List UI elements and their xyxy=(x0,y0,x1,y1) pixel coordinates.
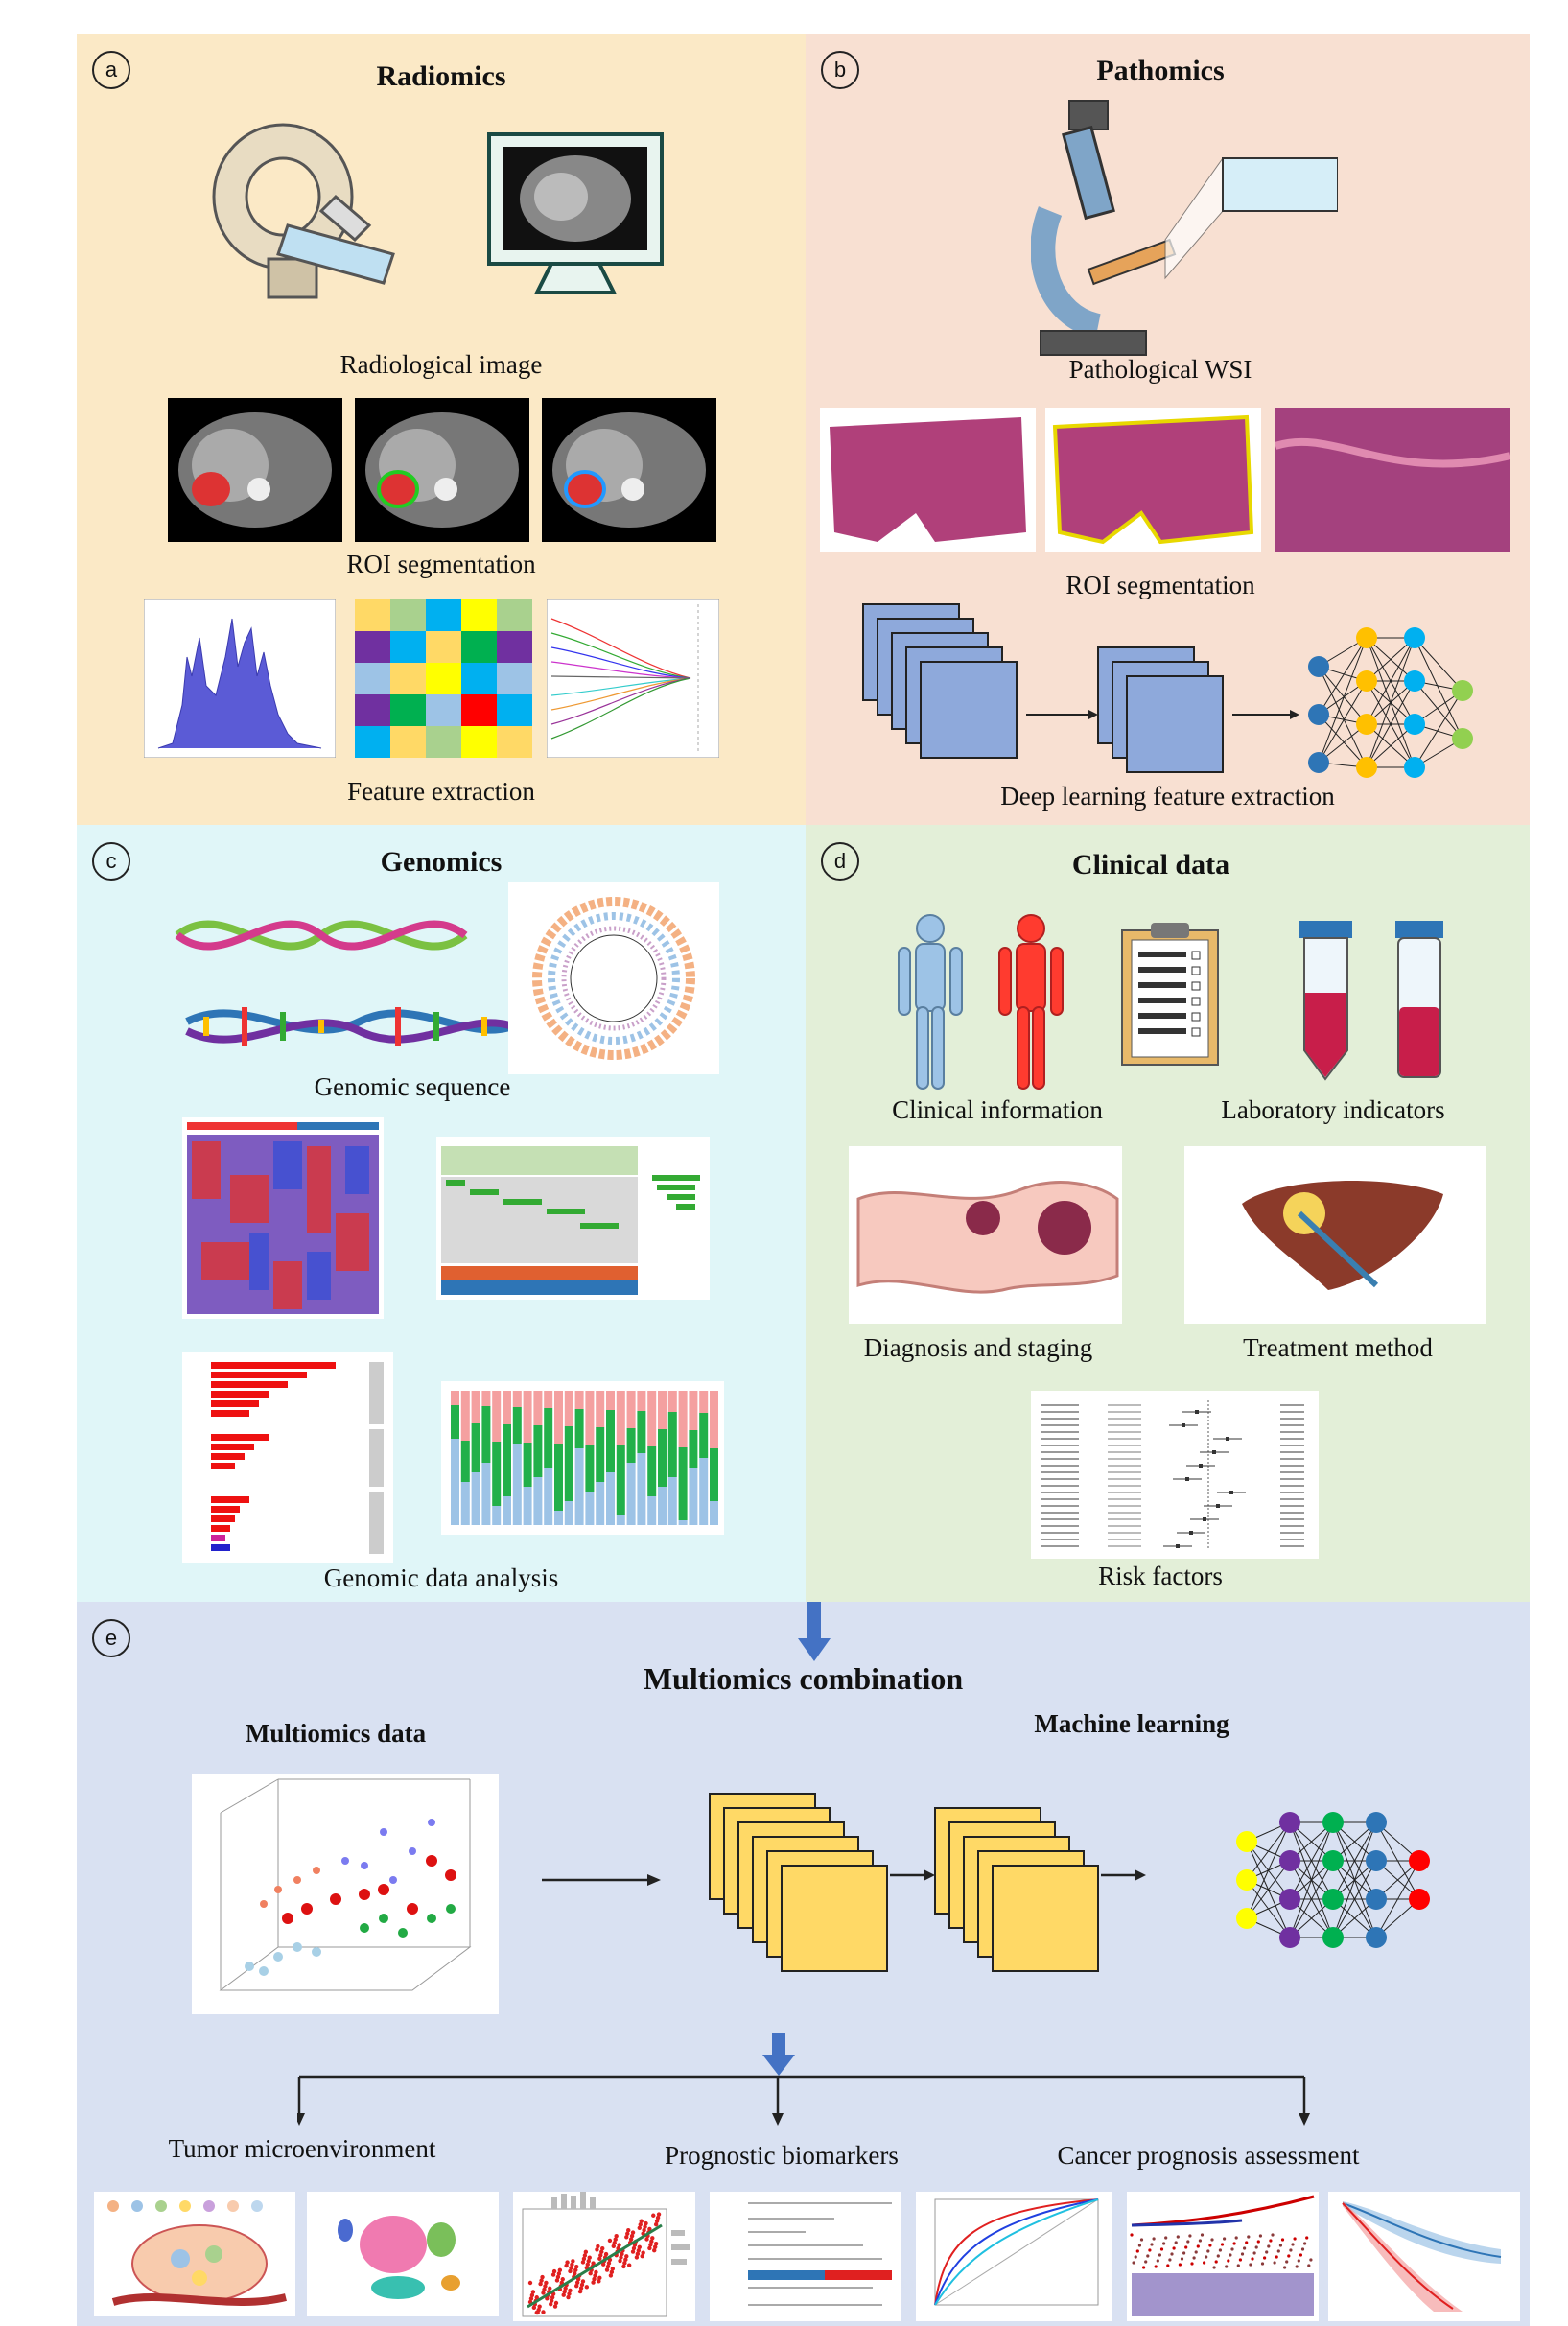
caption-radiological-image: Radiological image xyxy=(339,350,543,379)
caption-risk-factors: Risk factors xyxy=(1098,1562,1223,1590)
outcome-cancer-prognosis: Cancer prognosis assessment xyxy=(1057,2141,1360,2170)
caption-feature-extraction: Feature extraction xyxy=(347,777,535,806)
caption-roi-segmentation-b: ROI segmentation xyxy=(1065,571,1255,599)
caption-deep-learning: Deep learning feature extraction xyxy=(1000,782,1335,811)
clipboard-icon xyxy=(1121,923,1219,1066)
lasso-path-chart xyxy=(547,599,719,758)
panel-letter-e: e xyxy=(92,1619,130,1657)
panel-title-pathomics: Pathomics xyxy=(1096,55,1225,86)
outcome-prognostic-biomarkers: Prognostic biomarkers xyxy=(665,2141,899,2170)
histogram-chart xyxy=(144,599,336,758)
feature-heatmap xyxy=(355,599,532,758)
panel-title-clinical-data: Clinical data xyxy=(1071,849,1230,881)
circos-plot xyxy=(508,882,719,1074)
panel-genomics: c Genomics Genomic sequence xyxy=(77,825,806,1602)
tsne-plot xyxy=(307,2192,499,2316)
subtitle-multiomics-data: Multiomics data xyxy=(245,1719,427,1748)
down-arrow-top-icon xyxy=(798,1602,831,1661)
panel-letter-a: a xyxy=(92,51,130,89)
caption-genomic-sequence: Genomic sequence xyxy=(314,1072,511,1101)
outcome-branch-lines xyxy=(297,2075,1310,2126)
caption-treatment-method: Treatment method xyxy=(1243,1333,1433,1362)
arrow-to-ml-icon xyxy=(542,1874,661,1886)
subtitle-machine-learning: Machine learning xyxy=(1034,1709,1229,1738)
ct-slice-3 xyxy=(542,398,716,542)
caption-laboratory-indicators: Laboratory indicators xyxy=(1221,1095,1445,1124)
caption-diagnosis-staging: Diagnosis and staging xyxy=(863,1333,1093,1362)
ml-architecture-diagram xyxy=(709,1793,1430,1972)
panel-multiomics: e Multiomics combination Multiomics data… xyxy=(77,1602,1530,2326)
forest-plot-table xyxy=(1031,1391,1319,1559)
test-tubes-icon xyxy=(1299,921,1443,1081)
roc-curve-chart xyxy=(916,2192,1112,2321)
caption-pathological-wsi: Pathological WSI xyxy=(1068,355,1252,384)
stacked-bar-chart xyxy=(441,1381,724,1535)
human-body-icon xyxy=(898,914,1064,1090)
dna-helix-icon xyxy=(175,920,526,1046)
correlation-scatter xyxy=(513,2192,695,2321)
bar-enrichment-chart xyxy=(182,1352,393,1563)
caption-genomic-data-analysis: Genomic data analysis xyxy=(323,1563,559,1592)
panel-title-radiomics: Radiomics xyxy=(376,60,506,92)
microscope-icon xyxy=(1031,100,1338,356)
colon-illustration xyxy=(849,1146,1122,1324)
panel-letter-d: d xyxy=(821,842,859,881)
down-arrow-mid-icon xyxy=(762,2033,795,2076)
panel-pathomics: b Pathomics Pathological WSI ROI segment… xyxy=(806,34,1530,825)
wsi-zoom xyxy=(1275,408,1510,552)
nomogram-chart xyxy=(710,2192,901,2321)
wsi-slide-2 xyxy=(1045,408,1261,552)
survival-curve-chart xyxy=(1328,2192,1520,2321)
panel-letter-b: b xyxy=(821,51,859,89)
caption-clinical-information: Clinical information xyxy=(892,1095,1103,1124)
outcome-tumor-microenvironment: Tumor microenvironment xyxy=(168,2134,436,2163)
liver-treatment-icon xyxy=(1184,1146,1486,1324)
panel-radiomics: a Radiomics Radiological image xyxy=(77,34,806,825)
mutation-oncoplot xyxy=(436,1137,710,1300)
caption-roi-segmentation-a: ROI segmentation xyxy=(346,550,536,578)
expression-heatmap xyxy=(182,1117,384,1319)
3d-scatter-plot xyxy=(192,1774,499,2014)
risk-score-plot xyxy=(1127,2192,1319,2321)
ct-slice-2 xyxy=(355,398,529,542)
wsi-slide-1 xyxy=(820,408,1036,552)
tme-illustration xyxy=(94,2192,295,2316)
monitor-icon xyxy=(487,132,664,294)
panel-title-genomics: Genomics xyxy=(380,846,503,878)
ct-scanner-icon xyxy=(212,123,395,299)
ct-slice-1 xyxy=(168,398,342,542)
deep-learning-diagram xyxy=(862,603,1473,778)
panel-letter-c: c xyxy=(92,842,130,881)
panel-title-multiomics: Multiomics combination xyxy=(643,1661,964,1696)
panel-clinical-data: d Clinical data Clinical information Lab… xyxy=(806,825,1530,1602)
